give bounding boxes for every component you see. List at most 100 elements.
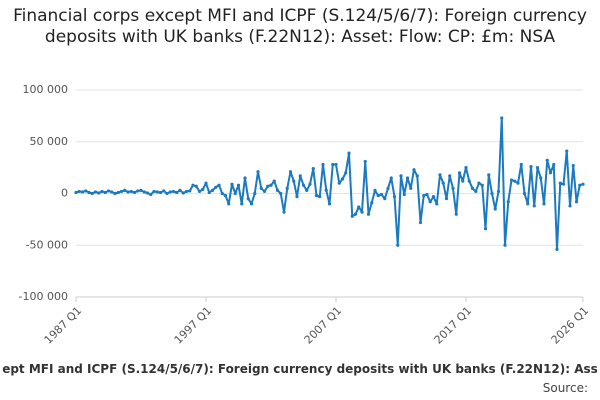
data-point	[340, 177, 345, 181]
data-point	[435, 202, 439, 206]
data-point	[84, 189, 88, 193]
data-point	[493, 207, 497, 211]
data-point	[100, 189, 104, 194]
y-tick-label: 100 000	[23, 83, 69, 96]
data-point	[162, 189, 166, 193]
data-point	[321, 162, 325, 167]
data-point	[93, 190, 98, 194]
data-point	[259, 186, 263, 190]
y-tick-label: 50 000	[30, 135, 69, 148]
data-point	[175, 190, 179, 195]
data-point	[191, 183, 195, 187]
x-tick-label: 2017 Q1	[432, 304, 475, 347]
data-point	[233, 191, 237, 196]
data-point	[545, 158, 549, 162]
data-point	[532, 204, 536, 208]
data-point	[165, 191, 169, 196]
data-point	[253, 191, 257, 196]
data-point	[145, 191, 150, 195]
data-point	[581, 182, 585, 186]
data-point	[422, 193, 426, 198]
data-point	[376, 193, 380, 198]
data-point	[324, 188, 328, 192]
data-point	[97, 191, 101, 195]
data-point	[542, 202, 546, 206]
data-point	[409, 186, 413, 190]
data-point	[123, 188, 127, 192]
data-point	[386, 186, 390, 190]
data-point	[201, 187, 205, 191]
data-point	[490, 191, 494, 196]
data-point	[80, 190, 85, 194]
data-point	[77, 189, 81, 194]
data-point	[418, 220, 423, 225]
data-point	[220, 191, 224, 196]
data-point	[171, 189, 176, 194]
data-point	[204, 181, 208, 185]
data-point	[184, 189, 189, 194]
data-point	[155, 190, 159, 194]
data-point	[90, 191, 94, 196]
data-point	[298, 174, 302, 178]
data-point	[500, 116, 504, 120]
data-point	[506, 200, 510, 204]
data-point	[522, 191, 527, 196]
data-point	[444, 197, 449, 201]
data-point	[337, 181, 341, 185]
data-point	[301, 183, 306, 187]
data-point	[103, 190, 107, 195]
data-point	[272, 179, 276, 183]
data-point	[526, 202, 530, 206]
data-point	[392, 195, 397, 199]
data-point	[558, 181, 562, 185]
data-point	[431, 195, 436, 199]
data-point	[461, 179, 465, 183]
y-tick-label: -100 000	[19, 290, 68, 303]
data-point	[249, 202, 254, 206]
data-point	[415, 174, 419, 178]
data-point	[275, 188, 280, 192]
data-point	[139, 188, 143, 192]
data-point	[236, 183, 241, 187]
data-point	[561, 182, 566, 186]
data-point	[240, 202, 244, 206]
data-point	[243, 176, 247, 180]
data-point	[396, 243, 400, 247]
data-point	[379, 192, 384, 197]
data-point	[464, 166, 468, 170]
data-point	[74, 190, 78, 195]
y-tick-label: 0	[61, 187, 68, 200]
data-point	[279, 191, 283, 196]
data-point	[389, 176, 393, 180]
x-tick-label: 1987 Q1	[42, 304, 85, 347]
data-point	[295, 195, 299, 199]
data-point	[441, 181, 445, 185]
data-point	[383, 197, 387, 201]
data-point	[194, 184, 198, 188]
data-point	[487, 173, 491, 177]
data-point	[262, 189, 267, 194]
data-point	[454, 212, 458, 216]
data-point	[116, 190, 120, 195]
data-point	[353, 212, 358, 216]
data-point	[402, 192, 406, 197]
data-point	[405, 176, 410, 180]
data-point	[87, 190, 91, 195]
data-point	[113, 191, 117, 196]
data-point	[574, 200, 579, 204]
data-point	[366, 212, 371, 216]
data-point	[305, 188, 309, 192]
data-point	[438, 173, 442, 177]
data-point	[451, 186, 455, 190]
data-point	[357, 205, 361, 209]
data-line	[75, 116, 584, 251]
data-point	[327, 202, 332, 206]
data-point	[513, 179, 517, 183]
data-point	[519, 162, 523, 167]
data-point	[370, 201, 374, 205]
data-point	[314, 193, 319, 198]
data-point	[503, 243, 507, 247]
data-point	[217, 183, 221, 187]
data-point	[188, 189, 192, 193]
